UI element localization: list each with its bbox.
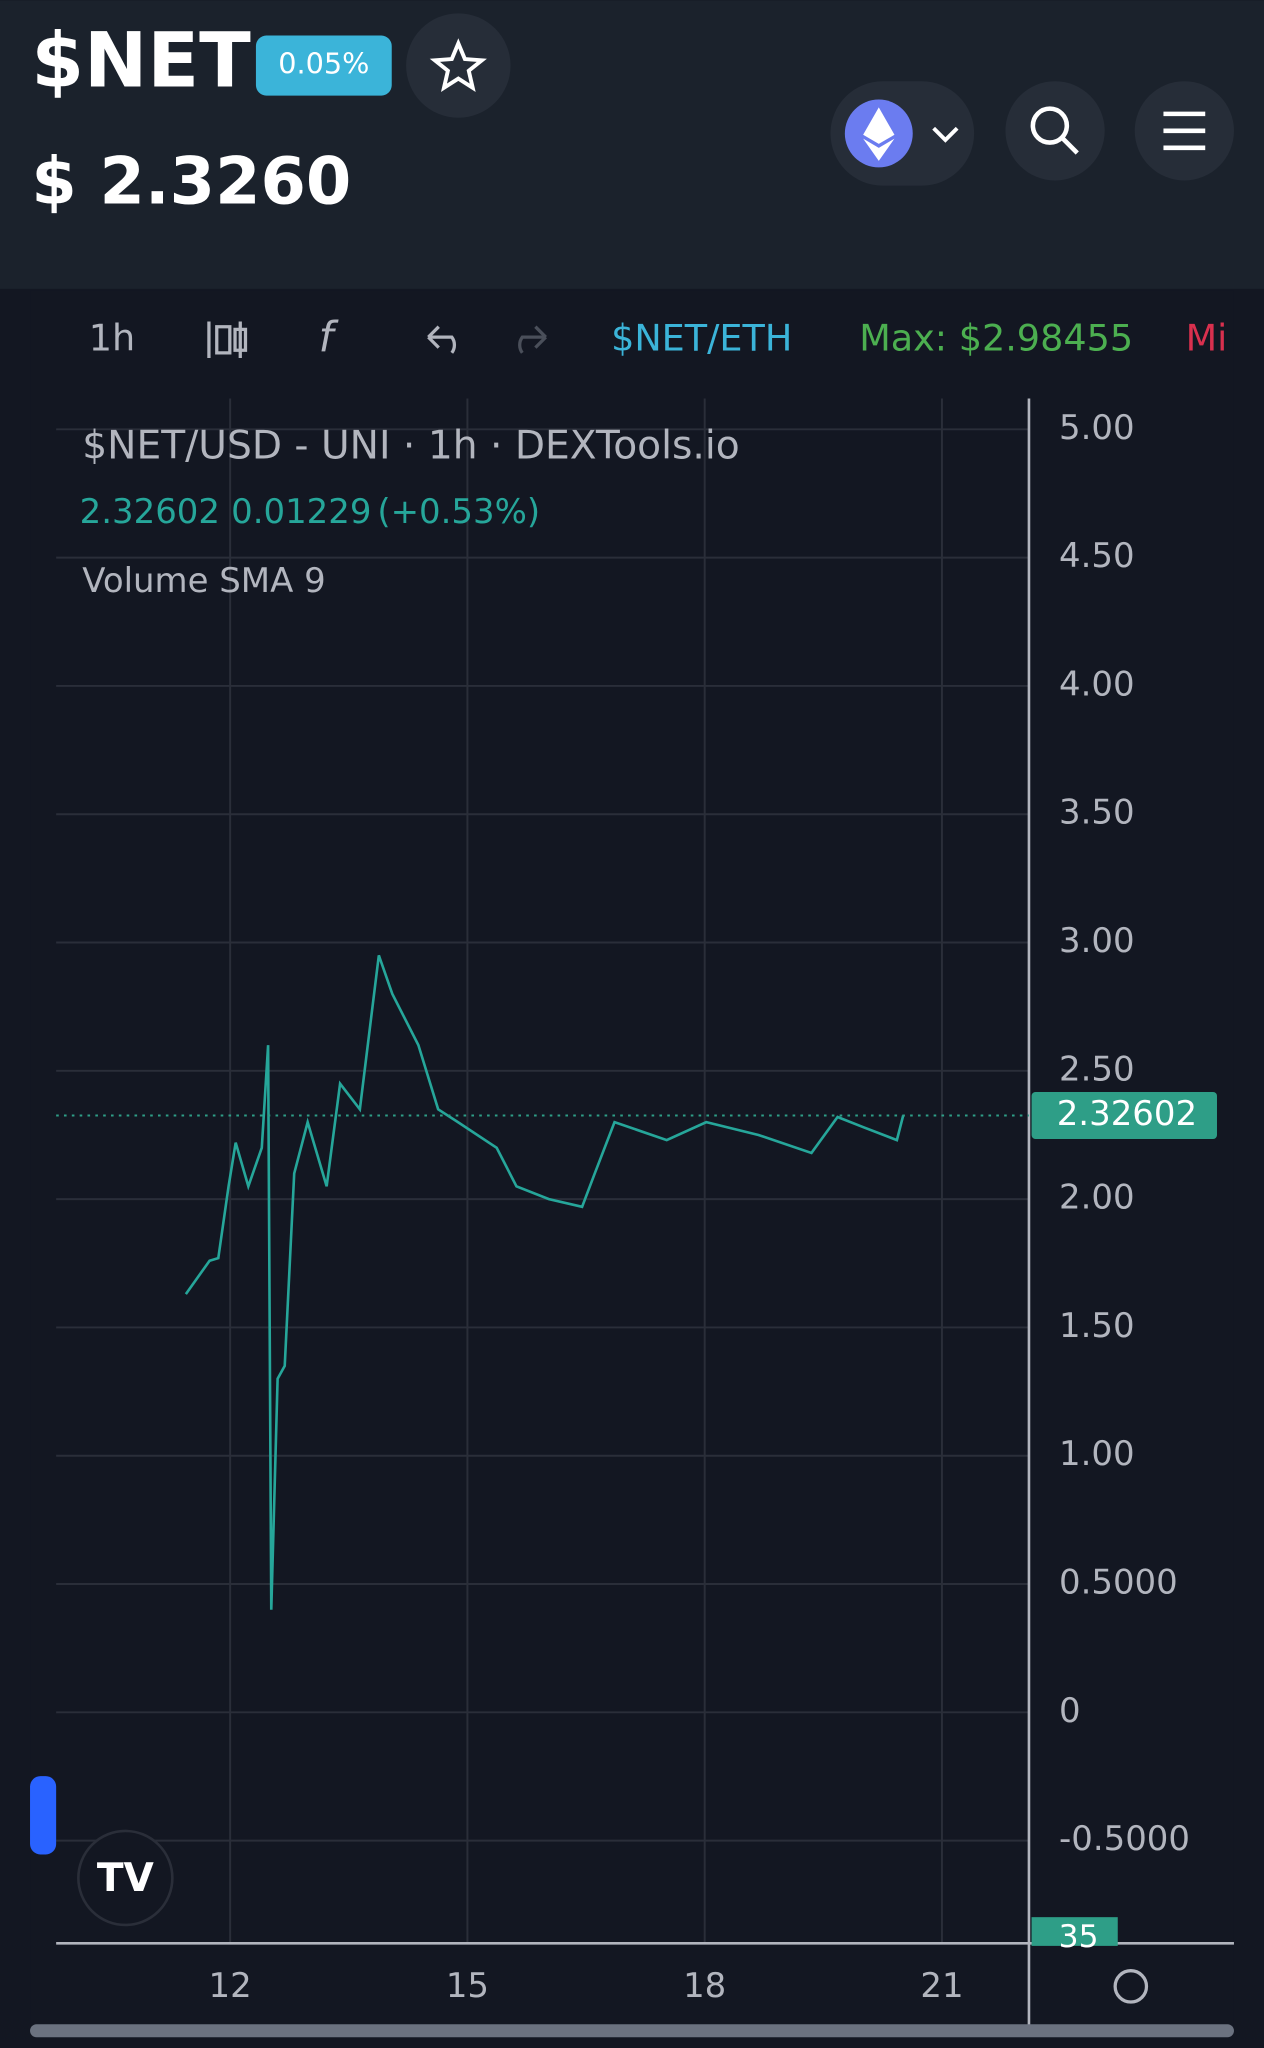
y-tick-label: 2.50 — [1059, 1049, 1135, 1089]
change: 0.05% — [278, 47, 369, 81]
star-icon — [429, 38, 487, 92]
y-tick-label: 3.00 — [1059, 921, 1135, 961]
legend-percent: (+0.53%) — [377, 492, 540, 532]
y-tick-label: 3.50 — [1059, 793, 1135, 833]
pair-link[interactable]: $NET/ETH — [611, 316, 792, 359]
volume-badge — [1031, 1917, 1118, 1946]
x-tick-label: 15 — [446, 1966, 489, 2006]
x-tick-label: 21 — [920, 1966, 963, 2006]
x-tick-label: 12 — [209, 1966, 252, 2006]
price-line — [184, 954, 905, 1610]
y-tick-label: 5.00 — [1059, 408, 1135, 448]
change-badge — [255, 35, 392, 96]
search-handle — [1061, 137, 1079, 155]
eth-glyph — [863, 107, 895, 161]
y-tick-label: 1.50 — [1059, 1306, 1135, 1346]
undo-icon[interactable] — [427, 325, 457, 354]
menu-icon — [1163, 111, 1206, 151]
y-tick-label: 0.5000 — [1059, 1563, 1178, 1603]
min-price: Mi — [1186, 316, 1228, 359]
tv-logo[interactable] — [77, 1829, 174, 1927]
y-tick-label: 4.50 — [1059, 536, 1135, 576]
y-tick-label: 4.00 — [1059, 664, 1135, 704]
chart-title: $NET/USD - UNI · 1h · DEXTools.io — [82, 424, 739, 469]
interval[interactable]: 1h — [89, 316, 135, 359]
tv-logo-text: TV — [97, 1856, 155, 1901]
settings-icon[interactable] — [1113, 1969, 1149, 2004]
legend-close: 2.32602 — [80, 492, 220, 532]
side-toggle[interactable] — [30, 1776, 57, 1855]
last-price-label: 2.32602 — [1057, 1094, 1197, 1134]
y-tick-label: 2.00 — [1059, 1178, 1135, 1218]
scrollbar — [30, 2024, 1234, 2038]
chevron — [932, 126, 959, 143]
plot: -0.5000 0 0.5000 1.00 1.50 2.00 2.50 3.00 3.50 4.… — [56, 398, 1234, 2031]
x-tick-label: 18 — [683, 1966, 726, 2006]
search-button[interactable] — [1005, 81, 1105, 181]
symbol: $NET — [31, 17, 251, 105]
last-price-badge — [1031, 1091, 1217, 1139]
redo-icon — [518, 325, 547, 354]
price: $ 2.3260 — [31, 144, 351, 220]
legend-change: 0.01229 — [231, 492, 371, 532]
indicator: Volume SMA 9 — [82, 561, 325, 601]
max-price: Max: $2.98455 — [859, 316, 1133, 359]
y-tick-label: 0 — [1059, 1691, 1081, 1731]
search-icon — [1030, 106, 1070, 145]
candle-type-icon[interactable] — [207, 321, 248, 359]
y-tick-label: 1.00 — [1059, 1434, 1135, 1474]
y-tick-label: -0.5000 — [1059, 1819, 1190, 1859]
volume-label: 35 — [1059, 1919, 1099, 1955]
chart-panel — [30, 290, 1234, 2027]
favorite-button[interactable] — [406, 13, 511, 118]
